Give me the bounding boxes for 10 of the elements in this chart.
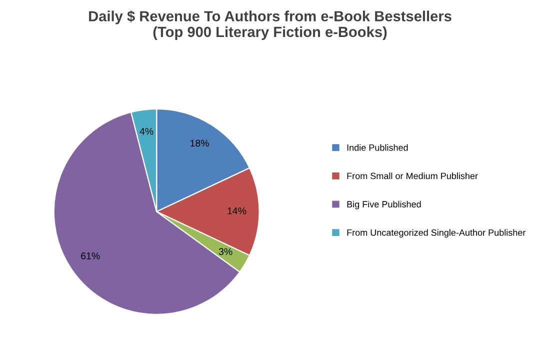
data-label: 4% [140,128,154,135]
legend-label: Big Five Published [347,200,421,210]
data-label: 3% [218,248,232,256]
legend-label: Indie Published [347,144,408,151]
legend-label: From Small or Medium Publisher [347,172,478,180]
data-label: 14% [228,207,246,214]
legend-label: From Uncategorized Single-Author Publisher [347,229,526,238]
data-label: 61% [81,252,100,260]
chart-title: Daily $ Revenue To Authors from e-Book Bestsellers (Top 900 Literary Fiction e-Books) [89,10,452,40]
data-label: 18% [190,140,209,147]
